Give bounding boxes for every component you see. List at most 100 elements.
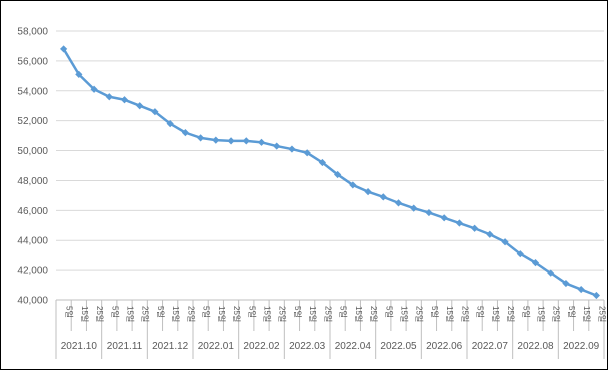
x-tick-label: 5일 [521,306,530,318]
x-group-label: 2022.01 [198,341,235,352]
y-tick-label: 48,000 [17,176,48,187]
x-tick-label: 25일 [597,306,606,322]
x-tick-label: 5일 [65,306,74,318]
x-tick-label: 25일 [460,306,469,322]
x-tick-label: 5일 [293,306,302,318]
y-tick-label: 52,000 [17,116,48,127]
y-tick-label: 40,000 [17,296,48,307]
x-tick-label: 25일 [323,306,332,322]
x-group-label: 2022.09 [563,341,600,352]
x-group-label: 2022.03 [289,341,326,352]
data-point [166,120,174,128]
x-tick-label: 25일 [141,306,150,322]
x-tick-label: 15일 [354,306,363,322]
series-layer [60,45,600,300]
x-tick-label: 15일 [217,306,226,322]
data-point [364,188,372,196]
data-point [227,137,235,145]
x-tick-label: 15일 [80,306,89,322]
data-point [288,145,296,153]
x-tick-label: 15일 [308,306,317,322]
data-point [394,199,403,207]
x-group-label: 2021.12 [152,341,189,352]
x-tick-label: 25일 [506,306,515,322]
gridlines [56,30,604,271]
x-tick-label: 25일 [232,306,241,322]
x-tick-label: 25일 [278,306,287,322]
data-point [181,129,189,137]
x-tick-label: 25일 [415,306,424,322]
data-point [60,45,68,53]
x-tick-label: 15일 [263,306,272,322]
data-point [105,93,113,101]
data-point [425,208,433,217]
data-point [455,219,463,227]
data-point [471,224,479,232]
x-tick-label: 5일 [156,306,165,318]
data-point [318,158,326,167]
x-tick-label: 15일 [171,306,180,322]
data-point [90,85,98,93]
data-point [212,136,220,144]
x-tick-label: 5일 [430,306,439,318]
x-group-label: 2022.02 [243,341,280,352]
data-point [516,250,524,258]
x-tick-label: 5일 [476,306,485,318]
y-tick-label: 44,000 [17,236,48,247]
data-point [242,137,250,145]
x-axis: 5일 15일 25일 5일 15일 25일 5일 15일 25일 5일 15일 25일 5일 15일 25일… [55,299,606,359]
data-point [592,291,600,300]
x-group-label: 2022.08 [517,341,554,352]
data-point [577,285,585,294]
x-tick-label: 5일 [202,306,211,318]
x-group-label: 2022.07 [472,341,509,352]
data-point [501,238,509,246]
x-group-label: 2022.05 [380,341,417,352]
y-tick-label: 54,000 [17,86,48,97]
data-point [120,96,129,104]
data-point [379,193,387,201]
x-tick-label: 15일 [582,306,591,322]
y-tick-label: 56,000 [17,56,48,67]
x-tick-label: 5일 [247,306,256,318]
data-point [257,138,266,146]
x-tick-label: 25일 [552,306,561,322]
x-tick-label: 15일 [400,306,409,322]
data-point [197,134,205,142]
data-point [440,214,448,222]
x-tick-label: 5일 [110,306,119,318]
data-point [334,170,342,179]
x-group-label: 2021.11 [107,341,143,352]
data-point [303,149,311,157]
y-tick-label: 42,000 [17,266,48,277]
data-point [531,259,540,267]
data-point [136,102,144,110]
x-tick-label: 5일 [567,306,576,318]
data-point [273,142,281,150]
data-point [75,70,83,78]
x-tick-label: 15일 [491,306,500,322]
data-point [562,279,570,288]
x-tick-label: 25일 [369,306,378,322]
x-group-label: 2022.04 [335,341,372,352]
x-tick-label: 25일 [186,306,195,322]
x-tick-label: 5일 [339,306,348,318]
x-tick-label: 15일 [126,306,135,322]
x-tick-label: 25일 [95,306,104,322]
x-tick-label: 15일 [537,306,546,322]
data-point [410,204,418,212]
data-point [151,108,159,116]
series-line [62,47,598,297]
y-axis-tick-labels: 40,000 42,000 44,000 46,000 48,000 50,000 52,0… [17,27,48,307]
x-group-label: 2021.10 [61,341,98,352]
data-point [486,230,494,238]
x-group-label: 2022.06 [426,341,463,352]
y-tick-label: 58,000 [17,27,48,38]
x-tick-label: 15일 [445,306,454,322]
x-tick-label: 5일 [384,306,393,318]
y-tick-label: 46,000 [17,206,48,217]
data-point [547,269,555,277]
y-tick-label: 50,000 [17,146,48,157]
